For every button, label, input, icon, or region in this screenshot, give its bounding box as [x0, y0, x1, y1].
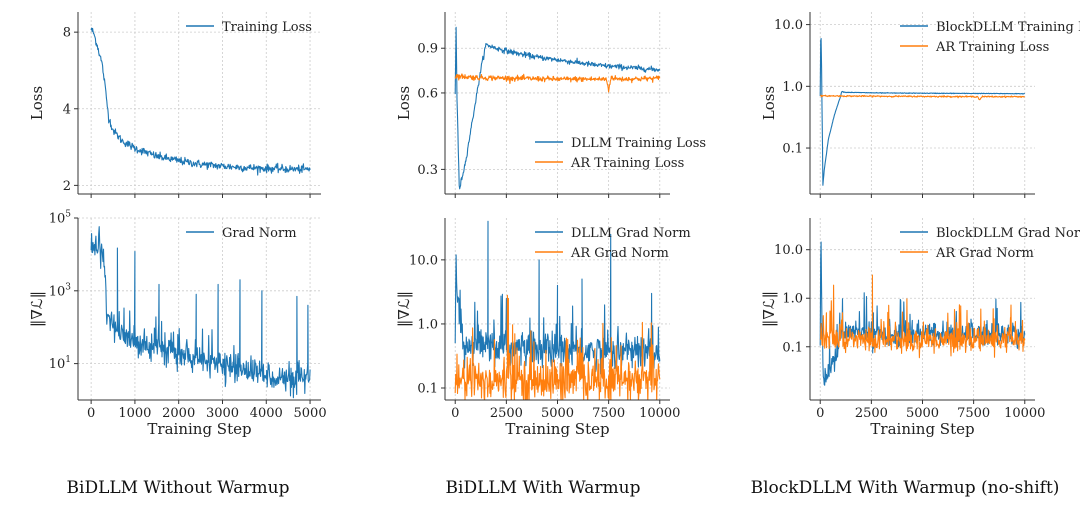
series-line-ar-training-loss: [454, 73, 661, 93]
y-tick-label: 10.0: [409, 253, 438, 268]
x-axis-label: Training Step: [147, 420, 251, 438]
series-line-ar-grad-norm: [454, 294, 661, 400]
panel-bidllm-nowarm-loss: 2 4 8 Loss Training Loss: [28, 12, 321, 198]
x-tick-label: 0: [816, 406, 824, 421]
y-tick-label: 0.1: [782, 142, 803, 157]
panel-blockdllm-grad: 0 2500 5000 7500 10000 0.1 1.0 10.0 ‖∇ℒ‖ Training…: [760, 218, 1080, 438]
series-line-training-loss: [90, 27, 311, 176]
x-tick-label: 5000: [294, 406, 327, 421]
caption-blockdllm-with-warmup: BlockDLLM With Warmup (no-shift): [750, 478, 1060, 498]
y-tick-label: 0.1: [782, 340, 803, 355]
y-axis-label: ‖∇ℒ‖: [28, 291, 46, 327]
y-tick-label: 0.9: [417, 42, 438, 57]
y-tick-label: 10.0: [774, 18, 803, 33]
caption-bidllm-with-warmup: BiDLLM With Warmup: [445, 478, 641, 498]
x-tick-label: 1000: [118, 406, 151, 421]
x-tick-label: 0: [451, 406, 459, 421]
legend-label: AR Training Loss: [935, 40, 1049, 55]
y-tick-label: 101: [49, 355, 71, 372]
y-tick-label: 1.0: [782, 80, 803, 95]
x-tick-label: 7500: [957, 406, 990, 421]
x-axis-label: Training Step: [870, 420, 974, 438]
y-axis-label: ‖∇ℒ‖: [395, 291, 413, 327]
x-tick-label: 7500: [592, 406, 625, 421]
y-axis-label: Loss: [28, 86, 46, 120]
legend-label: AR Training Loss: [570, 156, 684, 171]
legend-label: BlockDLLM Training Loss: [936, 20, 1080, 35]
series-line-ar-grad-norm: [819, 274, 1026, 359]
y-tick-label: 8: [63, 26, 71, 41]
legend: BlockDLLM Training Loss AR Training Loss: [900, 20, 1080, 55]
legend-label: Grad Norm: [222, 226, 297, 241]
x-tick-label: 0: [87, 406, 95, 421]
y-axis-label: Loss: [760, 86, 778, 120]
y-tick-label: 0.3: [417, 163, 438, 178]
x-axis-label: Training Step: [505, 420, 609, 438]
x-tick-label: 2500: [855, 406, 888, 421]
legend: DLLM Grad Norm AR Grad Norm: [535, 226, 691, 261]
series-line-grad-norm: [90, 226, 311, 399]
series-line-blockdllm-training-loss: [819, 38, 1025, 186]
y-tick-label: 105: [49, 210, 72, 227]
legend-label: BlockDLLM Grad Norm: [936, 226, 1080, 241]
x-tick-label: 10000: [639, 406, 680, 421]
panel-bidllm-warm-grad: 0 2500 5000 7500 10000 0.1 1.0 10.0 ‖∇ℒ‖ Training…: [395, 218, 691, 438]
x-tick-label: 10000: [1004, 406, 1045, 421]
x-tick-label: 2000: [162, 406, 195, 421]
legend-label: DLLM Training Loss: [571, 136, 706, 151]
legend-label: AR Grad Norm: [570, 246, 669, 261]
legend-label: Training Loss: [222, 20, 312, 35]
series-line-dllm-grad-norm: [454, 220, 661, 375]
legend: Grad Norm: [186, 226, 297, 241]
legend-label: AR Grad Norm: [935, 246, 1034, 261]
x-tick-label: 3000: [206, 406, 239, 421]
series-line-dllm-training-loss: [454, 26, 661, 190]
x-tick-label: 5000: [906, 406, 939, 421]
y-tick-label: 1.0: [417, 317, 438, 332]
legend: Training Loss: [186, 20, 312, 35]
series-line-ar-training-loss: [820, 94, 1025, 101]
legend-label: DLLM Grad Norm: [571, 226, 691, 241]
x-tick-label: 2500: [490, 406, 523, 421]
legend: BlockDLLM Grad Norm AR Grad Norm: [900, 226, 1080, 261]
panel-blockdllm-loss: 0.1 1.0 10.0 Loss BlockDLLM Training Loss AR …: [760, 12, 1080, 198]
y-axis-label: ‖∇ℒ‖: [760, 291, 778, 327]
panel-bidllm-warm-loss: 0.3 0.6 0.9 Loss DLLM Training Loss AR Traini…: [395, 12, 706, 198]
y-tick-label: 0.1: [417, 382, 438, 397]
legend: DLLM Training Loss AR Training Loss: [535, 136, 706, 171]
x-tick-label: 5000: [541, 406, 574, 421]
y-tick-label: 1.0: [782, 292, 803, 307]
y-tick-label: 4: [63, 102, 71, 117]
x-tick-label: 4000: [250, 406, 283, 421]
y-axis-label: Loss: [395, 86, 413, 120]
caption-bidllm-without-warmup: BiDLLM Without Warmup: [66, 478, 290, 498]
y-tick-label: 0.6: [417, 86, 438, 101]
y-tick-label: 10.0: [774, 243, 803, 258]
y-tick-label: 103: [49, 282, 72, 299]
y-tick-label: 2: [63, 179, 71, 194]
panel-bidllm-nowarm-grad: 0 1000 2000 3000 4000 5000 101 103 105 ‖∇ℒ‖ Traini…: [28, 210, 327, 439]
